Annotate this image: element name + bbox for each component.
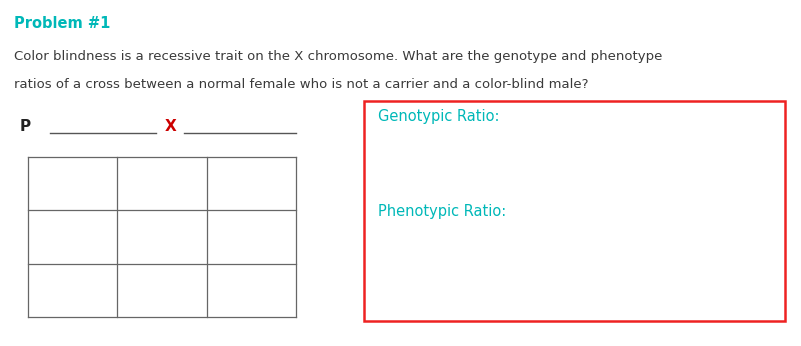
Text: Phenotypic Ratio:: Phenotypic Ratio:	[378, 204, 506, 219]
Text: P: P	[20, 119, 31, 134]
Text: ratios of a cross between a normal female who is not a carrier and a color-blind: ratios of a cross between a normal femal…	[14, 78, 589, 91]
Text: X: X	[164, 119, 176, 134]
Bar	[364, 101, 785, 321]
Text: Problem #1: Problem #1	[14, 16, 111, 30]
Text: Genotypic Ratio:: Genotypic Ratio:	[378, 109, 500, 124]
Text: Color blindness is a recessive trait on the X chromosome. What are the genotype : Color blindness is a recessive trait on …	[14, 50, 662, 63]
